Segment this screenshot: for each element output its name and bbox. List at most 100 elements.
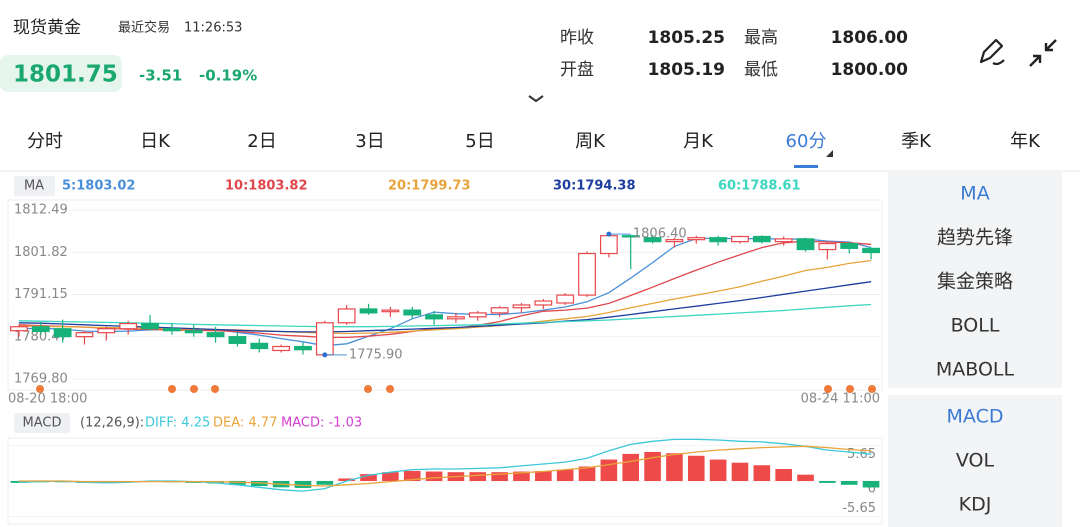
indicator-option[interactable]: 集金策略	[937, 271, 1013, 293]
candle-body	[752, 235, 771, 243]
candle-body	[75, 332, 94, 338]
indicator-option[interactable]: 趋势先锋	[937, 227, 1013, 249]
macd-bar	[622, 453, 640, 481]
indicator-box	[14, 413, 70, 433]
candle-body	[840, 243, 859, 249]
tab[interactable]: 3日	[355, 131, 384, 152]
candle-body	[294, 345, 312, 351]
tab[interactable]: 年K	[1010, 131, 1041, 152]
stat-label: 最高	[744, 28, 778, 48]
candle-body	[184, 330, 203, 334]
tab[interactable]: 月K	[683, 131, 714, 152]
tab[interactable]: 2日	[247, 131, 276, 152]
candle-body	[643, 237, 662, 243]
candle-body	[468, 312, 487, 318]
macd-bar	[819, 481, 836, 483]
macd-bar	[294, 481, 312, 488]
sub-indicator-panel	[888, 395, 1062, 527]
legend-entry: DEA: 4.77	[213, 416, 277, 431]
indicator-option[interactable]: BOLL	[951, 315, 1000, 337]
indicator-option[interactable]: MACD	[947, 406, 1004, 428]
edit-icon[interactable]	[979, 38, 1005, 66]
stats: 昨收 1805.25 最高 1806.00 开盘 1805.19 最低 1800.00	[560, 28, 908, 80]
macd-bar	[316, 481, 334, 485]
macd-bar	[600, 459, 618, 481]
candle-body	[381, 309, 400, 313]
macd-bar	[513, 471, 530, 481]
macd-bar	[862, 481, 880, 488]
x-tick-label: 08-20 18:00	[8, 392, 87, 407]
macd-bar	[687, 455, 705, 481]
indicator-option[interactable]: MABOLL	[936, 359, 1015, 381]
expand-chevron[interactable]	[528, 95, 544, 103]
main-plot-frame	[7, 199, 883, 391]
stat-value: 1805.25	[648, 28, 725, 48]
candle-body	[818, 243, 837, 251]
tab-bar: 分时 日K 2日 3日 5日 周K 月K 60分 季K 年K	[27, 131, 1041, 168]
candle-body	[490, 307, 509, 314]
macd-bar	[491, 472, 508, 481]
candle-body	[512, 304, 531, 309]
macd-bar	[578, 466, 596, 481]
candle-body	[709, 237, 728, 243]
indicator-box	[14, 176, 55, 196]
tab[interactable]: 季K	[901, 131, 932, 152]
tab[interactable]: 5日	[465, 131, 494, 152]
macd-bar	[425, 471, 443, 481]
indicator-name: MACD	[23, 416, 62, 431]
legend-entry: 60:1788.61	[718, 179, 801, 194]
y-tick-label: 0	[868, 482, 876, 497]
macd-bar	[469, 472, 487, 481]
title: 现货黄金	[13, 18, 81, 38]
candle-body	[272, 345, 291, 352]
candle-body	[206, 332, 225, 338]
tab[interactable]: 周K	[575, 131, 606, 152]
ma-line	[18, 281, 872, 333]
stat-label: 昨收	[560, 28, 594, 48]
tab[interactable]: 分时	[27, 131, 63, 152]
candle-body	[578, 252, 596, 296]
candle-body	[447, 316, 465, 320]
candle-body	[862, 247, 880, 254]
signal-dots	[36, 385, 876, 393]
annotation-label: 1806.40	[633, 227, 687, 242]
y-tick-label: 1791.15	[14, 287, 68, 302]
y-tick-label: 1812.49	[14, 203, 68, 218]
macd-bar	[753, 465, 771, 481]
candle-body	[337, 308, 356, 324]
candle-body	[796, 238, 815, 251]
candle-body	[425, 314, 443, 320]
macd-bar	[840, 481, 858, 485]
annotation-dot	[606, 231, 612, 237]
plots: 1812.491801.821791.151780.471769.8008-20…	[8, 203, 882, 518]
macd-bar	[731, 462, 749, 481]
collapse-icon[interactable]	[1029, 39, 1057, 67]
ma-line	[18, 259, 872, 335]
candle-body	[556, 294, 575, 304]
tab[interactable]: 日K	[140, 131, 171, 152]
legend-entry: 20:1799.73	[388, 179, 471, 194]
macd-bar	[535, 470, 552, 481]
candle-body	[621, 235, 640, 238]
indicator-option[interactable]: MA	[960, 183, 989, 205]
macd-bar	[709, 459, 727, 481]
trade-label: 最近交易	[118, 20, 170, 36]
trade-time: 11:26:53	[184, 21, 242, 36]
macd-bar	[360, 474, 377, 481]
candle-body	[665, 239, 684, 243]
candle-body	[359, 308, 378, 314]
candle-body	[228, 336, 247, 344]
macd-bar	[403, 470, 421, 481]
stat-label: 最低	[744, 60, 778, 80]
annotation-label: 1775.90	[349, 347, 403, 362]
candle-body	[774, 238, 793, 243]
candle-body	[687, 237, 706, 241]
indicator-option[interactable]: VOL	[956, 450, 995, 472]
annotation-dot	[322, 352, 328, 358]
candle-body	[141, 322, 159, 330]
change-pct: -0.19%	[199, 67, 257, 85]
tab[interactable]: 60分	[786, 131, 827, 152]
indicator-option[interactable]: KDJ	[959, 494, 992, 516]
